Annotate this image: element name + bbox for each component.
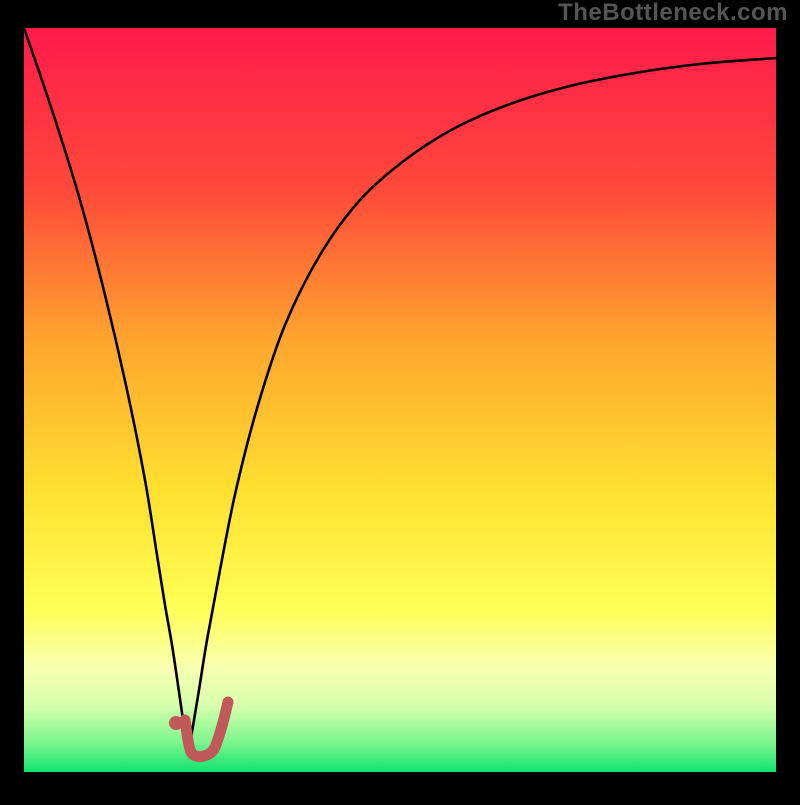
bottleneck-marker-dot: [169, 716, 183, 730]
chart-svg: [0, 0, 800, 800]
chart-background: [24, 28, 776, 772]
chart-frame: TheBottleneck.com: [0, 0, 800, 800]
watermark-text: TheBottleneck.com: [558, 0, 788, 27]
